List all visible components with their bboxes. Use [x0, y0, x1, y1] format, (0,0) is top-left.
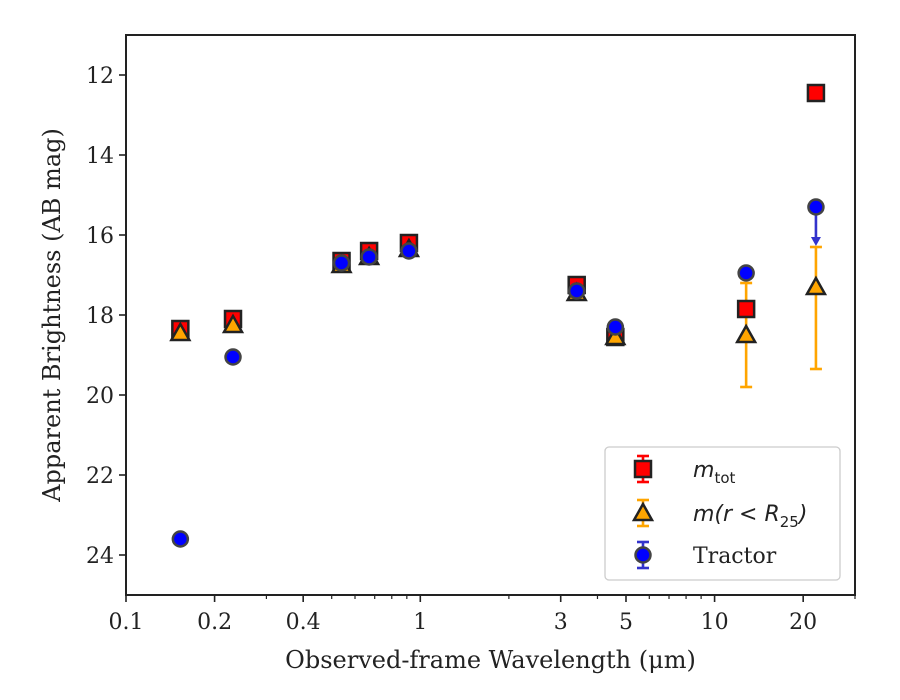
legend-tractor-marker [634, 546, 652, 564]
mr25-point [735, 323, 758, 344]
tractor-point [737, 264, 755, 282]
x-tick-label: 3 [554, 610, 568, 635]
tractor-point [400, 242, 418, 260]
y-tick-label: 12 [86, 64, 114, 89]
x-axis-title: Observed-frame Wavelength (μm) [285, 646, 696, 674]
x-tick-label: 5 [619, 610, 633, 635]
x-tick-label: 1 [413, 610, 427, 635]
tractor-point [224, 348, 242, 366]
tractor-point [171, 530, 190, 548]
legend-label-close: ) [797, 502, 808, 527]
legend-box [604, 446, 841, 581]
tick-layer: 12 14 16 18 20 22 24 0.1 0.2 0.4 1 3 5 10 20 [86, 64, 856, 635]
tractor-point [360, 248, 378, 266]
x-tick-label: 0.2 [197, 610, 232, 635]
x-tick-label: 20 [789, 610, 817, 635]
mr25-point [169, 321, 192, 342]
legend-label-mtot: mtot [693, 458, 735, 487]
x-tick-label: 0.4 [286, 610, 321, 635]
mtot-point [736, 299, 756, 319]
tractor-limit-arrow [810, 237, 821, 246]
mr25-point [804, 275, 828, 296]
legend-label-subscript: 25 [780, 513, 799, 531]
legend-label-mr25: m(r < R25) [693, 502, 807, 531]
legend-mtot-marker [633, 459, 653, 479]
tractor-point [807, 198, 825, 216]
mr25-point [604, 325, 627, 346]
x-tick-label: 0.1 [109, 610, 144, 635]
legend-label-main: m [693, 458, 714, 483]
tractor-point [332, 254, 351, 272]
legend-mr25-marker [631, 501, 655, 522]
legend-label-subscript: tot [714, 469, 735, 487]
y-tick-label: 22 [86, 464, 114, 489]
mr25-point [221, 313, 245, 334]
y-tick-label: 14 [86, 144, 114, 169]
legend-label-main: m(r < R [693, 502, 780, 527]
x-tick-label: 10 [701, 610, 729, 635]
marker-layer [169, 83, 828, 548]
plot-frame [125, 34, 856, 596]
legend-label-tractor: Tractor [693, 544, 777, 569]
y-axis-title: Apparent Brightness (AB mag) [38, 128, 66, 503]
legend: mtot m(r < R25) Tractor [604, 446, 841, 581]
tractor-point [567, 282, 586, 300]
mtot-point [806, 83, 826, 103]
tractor-point [606, 318, 625, 336]
y-tick-label: 24 [86, 544, 114, 569]
y-tick-label: 18 [86, 304, 114, 329]
y-tick-label: 20 [86, 384, 114, 409]
y-tick-label: 16 [86, 224, 114, 249]
